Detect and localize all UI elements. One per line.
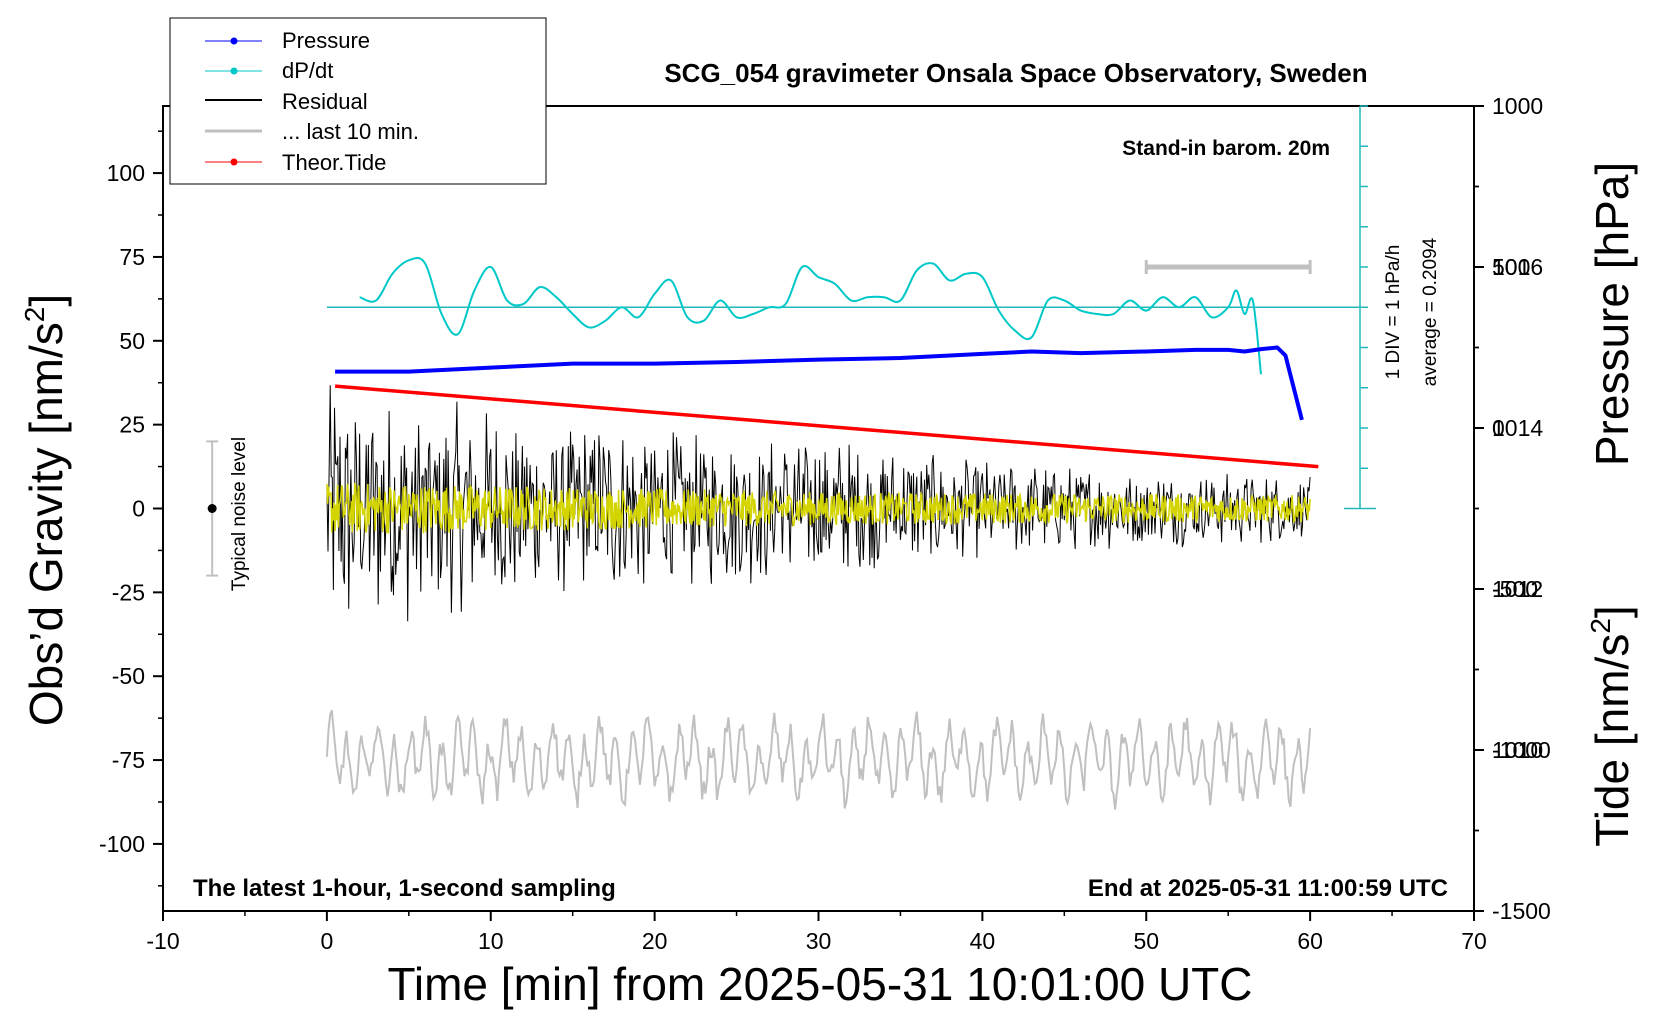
legend-marker-tide	[230, 158, 238, 166]
residual-line	[326, 385, 1311, 622]
series-dpdt	[359, 256, 1262, 375]
legend: Pressure dP/dt Residual ... last 10 min.…	[169, 17, 547, 185]
y-pressure-tick-label: 1010	[1492, 737, 1543, 763]
y-tide-tick-label: 0	[1492, 415, 1505, 441]
noise-bar-dot	[207, 504, 217, 513]
y-left-tick-label: 25	[119, 412, 145, 438]
x-tick-label: 0	[320, 928, 333, 954]
noise-level-bar	[206, 440, 219, 577]
dpdt-line	[359, 256, 1262, 375]
legend-label-residual: Residual	[282, 89, 368, 114]
y-pressure-tick-label: 1012	[1492, 576, 1543, 602]
legend-label-tide: Theor.Tide	[282, 150, 386, 175]
series-residual	[326, 385, 1311, 622]
y-left-tick-label: 50	[119, 328, 145, 354]
bottom-left-note: The latest 1-hour, 1-second sampling	[193, 875, 616, 902]
y-axis-left-label: Obs’d Gravity [nm/s2]	[19, 294, 72, 726]
y-tide-tick-label: -1000	[1492, 737, 1551, 763]
y-tide-tick-label: 500	[1492, 254, 1530, 280]
x-tick-label: 50	[1133, 928, 1159, 954]
legend-marker-pressure	[230, 37, 238, 45]
y-tide-tick-label: 1000	[1492, 93, 1543, 119]
pressure-line	[335, 345, 1304, 421]
y-left-label-sup: 2	[19, 307, 50, 323]
x-tick-label: 10	[478, 928, 504, 954]
series-theoretical-tide	[334, 384, 1319, 469]
y-left-tick-label: -50	[112, 663, 145, 689]
y-pressure-tick-label: 1014	[1492, 415, 1543, 441]
y-axis-tide-label: Tide [nm/s2]	[1585, 605, 1638, 846]
chart-title: SCG_054 gravimeter Onsala Space Observat…	[664, 58, 1367, 88]
tide-line	[334, 384, 1319, 469]
x-tick-label: 20	[642, 928, 668, 954]
last-10-min-line	[325, 709, 1312, 810]
y-left-tick-label: 100	[107, 160, 145, 186]
y-axis-left: -100 -75 -50 -25 0 25 50 75 100	[99, 130, 163, 887]
barometer-note: Stand-in barom. 20m	[1122, 137, 1330, 160]
y-axis-pressure-label: Pressure [hPa]	[1586, 162, 1638, 466]
noise-label: Typical noise level	[229, 437, 250, 591]
x-axis: -10 0 10 20 30 40 50 60 70	[146, 911, 1487, 954]
series-last-10-min	[325, 709, 1312, 810]
y-tide-label-main: Tide [nm/s	[1586, 634, 1638, 847]
y-tide-tick-label: -500	[1492, 576, 1538, 602]
y-left-label-main: Obs’d Gravity [nm/s	[20, 322, 72, 726]
x-tick-label: 60	[1297, 928, 1323, 954]
y-pressure-tick-label: 1016	[1492, 254, 1543, 280]
y-left-tick-label: -100	[99, 831, 145, 857]
residual-detail-line	[326, 482, 1311, 534]
dpdt-div-scale	[326, 105, 1376, 510]
y-left-label-tail: ]	[20, 294, 72, 307]
y-left-tick-label: 0	[132, 496, 145, 522]
y-tide-label-tail: ]	[1586, 605, 1638, 618]
last-10-min-bar	[1144, 260, 1312, 274]
legend-label-pressure: Pressure	[282, 28, 370, 53]
y-axis-pressure: 1010 1012 1014 1016	[1474, 185, 1543, 832]
y-axis-tide: -1500 -1000 -500 0 500 1000	[1474, 93, 1551, 924]
y-tide-label-sup: 2	[1585, 618, 1616, 634]
y-left-tick-label: 75	[119, 244, 145, 270]
x-axis-label: Time [min] from 2025-05-31 10:01:00 UTC	[388, 958, 1253, 1010]
y-tide-tick-label: -1500	[1492, 898, 1551, 924]
series-residual-detail	[326, 482, 1311, 534]
x-tick-label: 70	[1461, 928, 1487, 954]
series-pressure	[335, 345, 1304, 421]
legend-label-last10: ... last 10 min.	[282, 119, 419, 144]
div-label: 1 DIV = 1 hPa/h	[1383, 245, 1404, 380]
legend-label-dpdt: dP/dt	[282, 58, 333, 83]
x-tick-label: -10	[146, 928, 179, 954]
x-tick-label: 40	[970, 928, 996, 954]
y-left-tick-label: -75	[112, 747, 145, 773]
x-tick-label: 30	[806, 928, 832, 954]
legend-marker-dpdt	[230, 67, 238, 75]
y-left-tick-label: -25	[112, 579, 145, 605]
bottom-right-note: End at 2025-05-31 11:00:59 UTC	[1088, 875, 1448, 902]
average-label: average = 0.2094	[1420, 237, 1441, 386]
